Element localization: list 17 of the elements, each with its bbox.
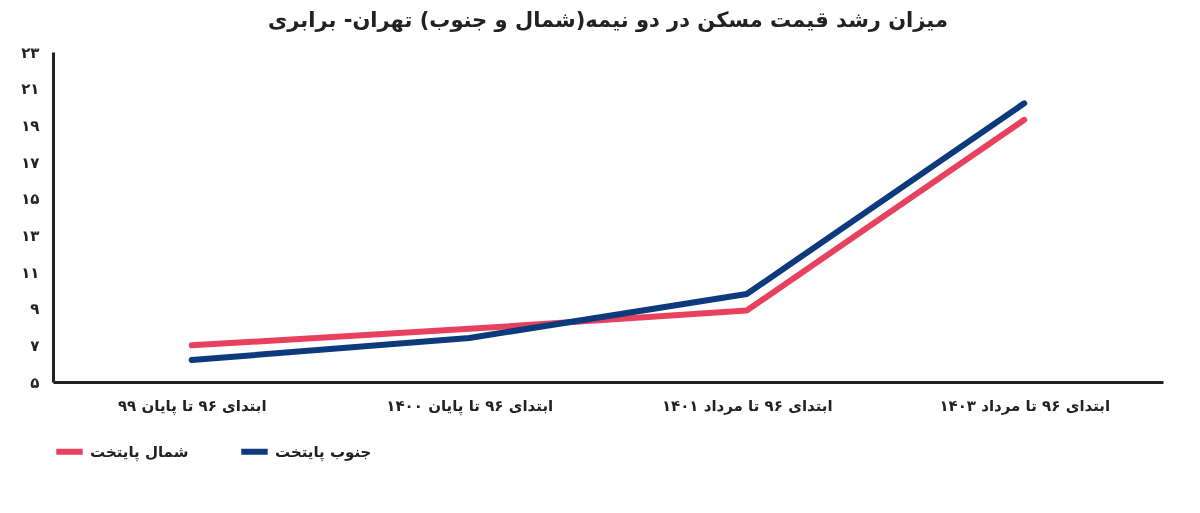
x-tick-label: ابتدای ۹۶ تا مرداد ۱۴۰۳ bbox=[939, 396, 1111, 415]
y-tick-label: ۹ bbox=[30, 300, 40, 319]
x-tick-label: ابتدای ۹۶ تا پایان ۱۴۰۰ bbox=[386, 396, 554, 416]
y-tick-label: ۱۱ bbox=[21, 263, 40, 282]
y-tick-label: ۱۳ bbox=[21, 226, 40, 245]
legend-label: جنوب پایتخت bbox=[275, 442, 372, 462]
y-tick-label: ۲۱ bbox=[21, 80, 40, 99]
x-tick-label: ابتدای ۹۶ تا پایان ۹۹ bbox=[117, 396, 267, 416]
y-tick-label: ۱۹ bbox=[21, 116, 40, 135]
legend-label: شمال پایتخت bbox=[90, 442, 189, 462]
y-tick-label: ۱۵ bbox=[21, 190, 40, 209]
x-tick-label: ابتدای ۹۶ تا مرداد ۱۴۰۱ bbox=[661, 396, 833, 415]
y-tick-label: ۷ bbox=[30, 336, 40, 355]
chart-title: میزان رشد قیمت مسکن در دو نیمه(شمال و جنوب) تهران- برابری bbox=[268, 8, 948, 32]
y-tick-label: ۲۳ bbox=[21, 43, 40, 62]
y-tick-label: ۵ bbox=[30, 373, 40, 392]
y-tick-label: ۱۷ bbox=[21, 153, 40, 172]
